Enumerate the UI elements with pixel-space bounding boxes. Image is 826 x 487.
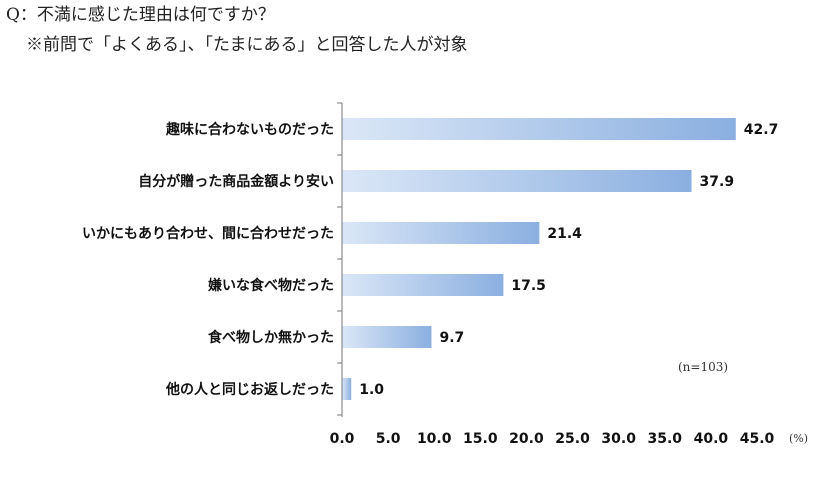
value-label: 42.7: [744, 122, 779, 138]
question-title: Q：不満に感じた理由は何ですか？: [6, 5, 275, 25]
x-tick-label: 10.0: [417, 431, 452, 447]
bar: [342, 326, 432, 348]
category-label: 食べ物しか無かった: [208, 329, 334, 346]
category-label: 趣味に合わないものだった: [165, 121, 334, 138]
bar: [342, 274, 504, 296]
category-label: 嫌いな食べ物だった: [208, 277, 334, 294]
value-label: 21.4: [547, 226, 582, 242]
x-tick-label: 35.0: [648, 431, 683, 447]
respondent-note: ※前問で「よくある」、「たまにある」と回答した人が対象: [26, 35, 468, 55]
value-label: 37.9: [700, 174, 735, 190]
x-tick-label: 15.0: [463, 431, 498, 447]
x-tick-label: 0.0: [330, 431, 355, 447]
sample-size-note: (n=103): [678, 360, 728, 374]
axis-layer: 0.0 5.0 10.0 15.0 20.0 25.0 30.0 35.0 40.0 45.0: [330, 102, 775, 447]
bar: [342, 170, 692, 192]
x-tick-label: 25.0: [555, 431, 590, 447]
x-tick-label: 40.0: [694, 431, 729, 447]
x-tick-label: 45.0: [740, 431, 775, 447]
x-tick-label: 20.0: [509, 431, 544, 447]
value-label: 1.0: [359, 382, 384, 398]
bar: [342, 222, 540, 244]
bar: [342, 118, 736, 140]
bar: [342, 378, 352, 400]
bars-layer: 42.7 趣味に合わないものだった 37.9 自分が贈った商品金額より安い 21.4 いか…: [82, 118, 778, 400]
value-label: 17.5: [511, 278, 546, 294]
value-label: 9.7: [439, 330, 464, 346]
x-tick-label: 5.0: [376, 431, 401, 447]
category-label: 自分が贈った商品金額より安い: [138, 173, 334, 190]
x-tick-label: 30.0: [601, 431, 636, 447]
x-axis-unit: (%): [789, 432, 808, 445]
category-label: 他の人と同じお返しだった: [165, 381, 334, 398]
category-label: いかにもあり合わせ、間に合わせだった: [82, 225, 334, 242]
